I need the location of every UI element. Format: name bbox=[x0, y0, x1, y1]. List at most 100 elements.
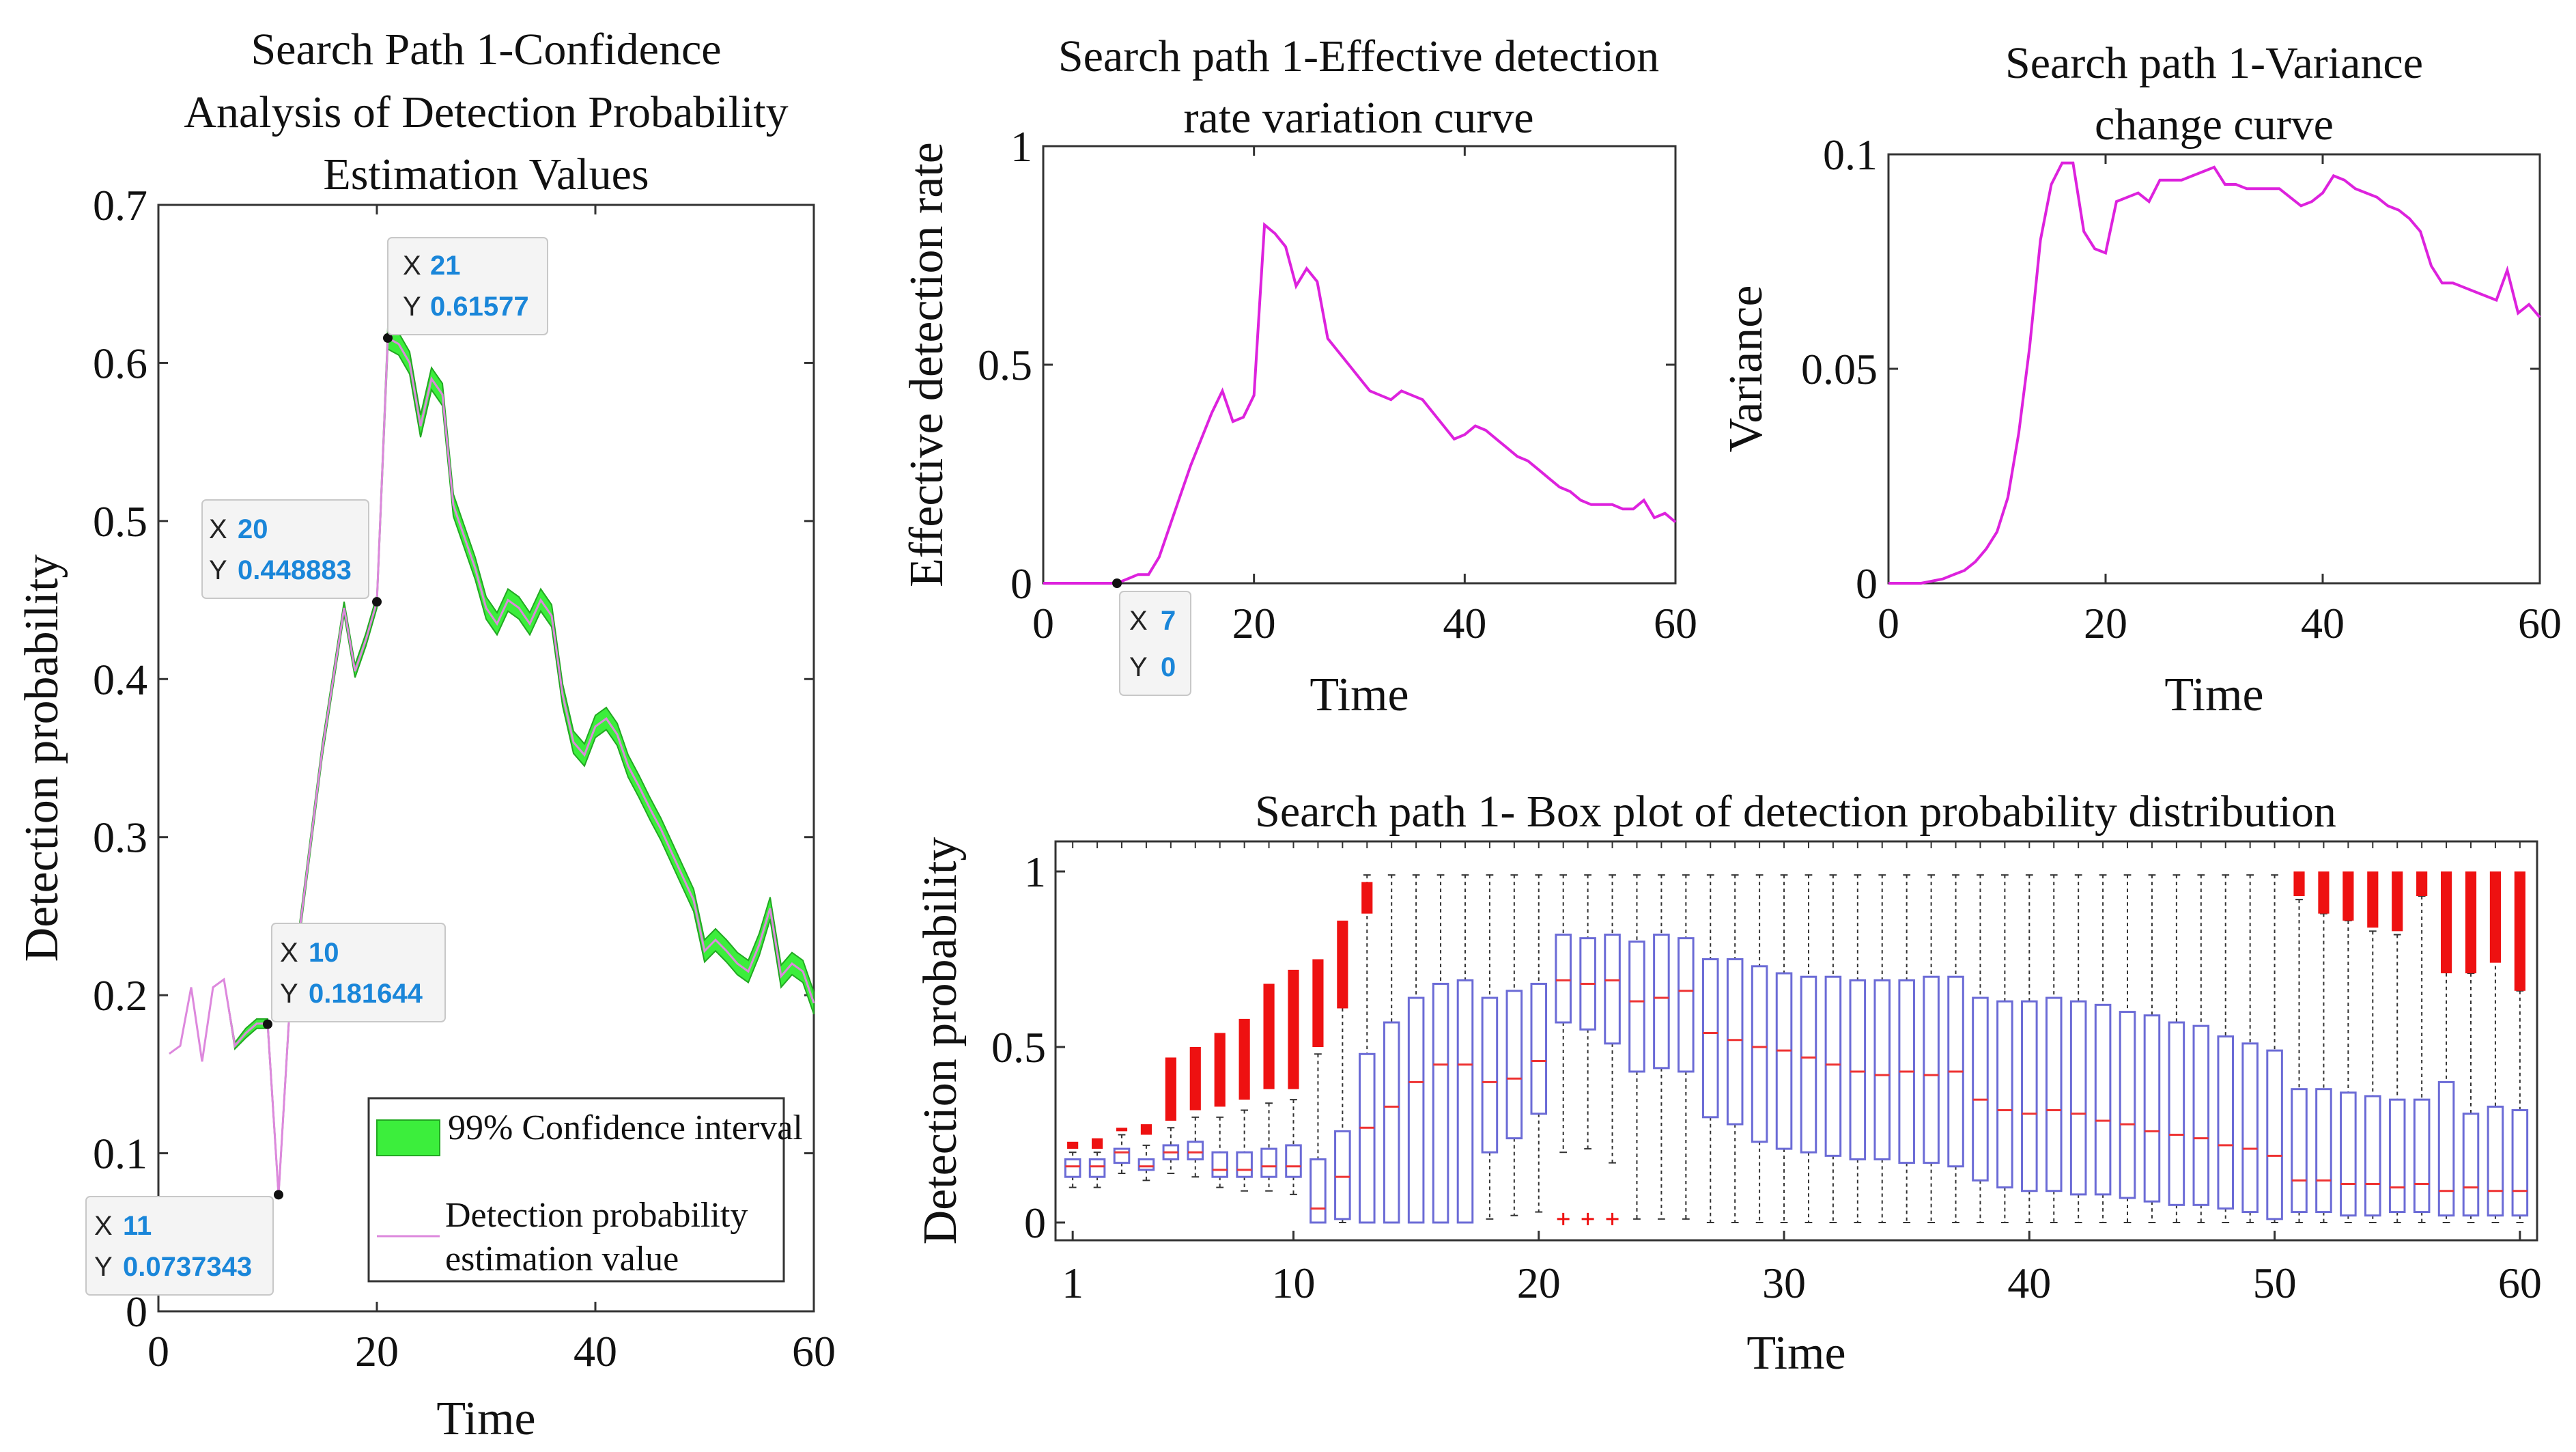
x-tick-label: 40 bbox=[1443, 599, 1486, 647]
datatip[interactable]: X 21 Y 0.61577 bbox=[387, 237, 548, 335]
box-27 bbox=[1701, 874, 1719, 1223]
x-axis-label: Time bbox=[436, 1393, 535, 1445]
datatip-x-value: 10 bbox=[309, 938, 339, 968]
legend: 99% Confidence interval Detection probab… bbox=[367, 1097, 803, 1283]
svg-text:Y: Y bbox=[209, 555, 227, 585]
datatip[interactable]: X 11 Y 0.0737343 bbox=[85, 1196, 274, 1296]
datatip-marker bbox=[274, 1190, 283, 1200]
iqr-box bbox=[1775, 972, 1793, 1150]
x-tick-label: 60 bbox=[1654, 599, 1697, 647]
box-41 bbox=[2045, 874, 2063, 1223]
box-58 bbox=[2462, 871, 2480, 1223]
y-tick-label: 0 bbox=[1024, 1199, 1046, 1247]
outlier-point bbox=[1557, 1212, 1570, 1225]
chart-title-line-1: Search path 1-Effective detection bbox=[1058, 31, 1659, 81]
y-axis-label: Variance bbox=[1720, 285, 1772, 453]
outlier-cluster bbox=[1091, 1138, 1103, 1149]
iqr-box bbox=[2045, 996, 2063, 1192]
box-39 bbox=[1996, 874, 2013, 1223]
datatip[interactable]: X 20 Y 0.448883 bbox=[201, 499, 369, 599]
box-16 bbox=[1432, 874, 1449, 1224]
iqr-box bbox=[1310, 1158, 1327, 1224]
chart-title-line-2: Analysis of Detection Probability bbox=[184, 87, 788, 137]
box-5 bbox=[1162, 1057, 1180, 1175]
y-tick-label: 0.5 bbox=[93, 497, 147, 546]
iqr-box bbox=[2094, 1003, 2112, 1196]
box-23 bbox=[1604, 874, 1621, 1164]
legend-label-estimate-wrap: Detection probability estimation value bbox=[445, 1196, 748, 1279]
x-tick-label: 0 bbox=[1878, 599, 1899, 647]
iqr-box bbox=[1407, 996, 1425, 1224]
outlier-cluster bbox=[2293, 871, 2305, 896]
y-tick-label: 0.3 bbox=[93, 813, 147, 862]
y-tick-label: 1 bbox=[1024, 848, 1046, 896]
box-25 bbox=[1653, 874, 1670, 1220]
iqr-box bbox=[1236, 1151, 1253, 1178]
iqr-box bbox=[1187, 1141, 1204, 1160]
legend-label-estimate: Detection probability estimation value bbox=[445, 1196, 748, 1279]
box-51 bbox=[2291, 871, 2308, 1223]
iqr-box bbox=[1751, 965, 1768, 1143]
y-tick-label: 0.7 bbox=[93, 181, 147, 229]
y-axis-label: Effective detection rate bbox=[901, 142, 953, 587]
outlier-cluster bbox=[2416, 871, 2428, 896]
iqr-box bbox=[2192, 1024, 2210, 1206]
iqr-box bbox=[1923, 975, 1940, 1164]
iqr-box bbox=[2437, 1080, 2455, 1217]
outlier-cluster bbox=[1263, 983, 1275, 1089]
datatip-x-value: 21 bbox=[430, 251, 461, 281]
iqr-box bbox=[1873, 979, 1891, 1160]
box-11 bbox=[1310, 959, 1327, 1224]
outlier-cluster bbox=[1140, 1124, 1152, 1135]
box-47 bbox=[2192, 874, 2210, 1223]
chart-title-line-1: Search Path 1-Confidence bbox=[251, 25, 721, 74]
box-49 bbox=[2241, 874, 2259, 1223]
box-13 bbox=[1358, 874, 1376, 1224]
iqr-box bbox=[1334, 1130, 1351, 1220]
svg-text:X: X bbox=[280, 938, 298, 968]
datatip-marker bbox=[383, 333, 393, 343]
datatip-marker bbox=[372, 597, 382, 607]
svg-text:X: X bbox=[1129, 606, 1148, 636]
box-52 bbox=[2315, 871, 2332, 1223]
outlier-cluster bbox=[1288, 969, 1299, 1089]
y-tick-label: 0.4 bbox=[93, 655, 147, 703]
box-60 bbox=[2511, 871, 2529, 1223]
x-tick-label: 60 bbox=[2498, 1259, 2542, 1307]
iqr-box bbox=[1678, 937, 1695, 1073]
box-18 bbox=[1481, 874, 1499, 1220]
iqr-box bbox=[2340, 1091, 2357, 1217]
svg-text:Y: Y bbox=[403, 292, 421, 322]
box-35 bbox=[1898, 874, 1915, 1223]
outlier-cluster bbox=[2318, 871, 2330, 914]
x-tick-label: 20 bbox=[1517, 1259, 1561, 1307]
chart-title-line-3: Estimation Values bbox=[323, 150, 649, 199]
datatip-y-value: 0.181644 bbox=[309, 979, 423, 1009]
iqr-box bbox=[1137, 1158, 1155, 1171]
box-36 bbox=[1923, 874, 1940, 1223]
datatip[interactable]: X 10 Y 0.181644 bbox=[271, 923, 446, 1022]
box-48 bbox=[2217, 874, 2235, 1223]
iqr-box bbox=[1113, 1147, 1131, 1164]
box-7 bbox=[1211, 1033, 1228, 1188]
iqr-box bbox=[2315, 1088, 2332, 1214]
outlier-cluster bbox=[2343, 871, 2354, 921]
iqr-box bbox=[1996, 1000, 2013, 1189]
iqr-box bbox=[1260, 1147, 1277, 1178]
datatip-y-value: 0 bbox=[1161, 652, 1176, 682]
datatip-marker bbox=[263, 1019, 272, 1029]
iqr-box bbox=[1064, 1158, 1081, 1178]
iqr-box bbox=[1530, 982, 1548, 1115]
outlier-point bbox=[1581, 1212, 1594, 1225]
x-axis-label: Time bbox=[1310, 669, 1409, 721]
box-33 bbox=[1849, 874, 1867, 1223]
x-tick-label: 60 bbox=[792, 1327, 836, 1376]
box-43 bbox=[2094, 874, 2112, 1223]
datatip-y-value: 0.448883 bbox=[238, 555, 352, 585]
iqr-box bbox=[2241, 1042, 2259, 1214]
svg-text:Y: Y bbox=[280, 979, 298, 1009]
outlier-cluster bbox=[2392, 871, 2403, 932]
iqr-box bbox=[1383, 1021, 1400, 1224]
